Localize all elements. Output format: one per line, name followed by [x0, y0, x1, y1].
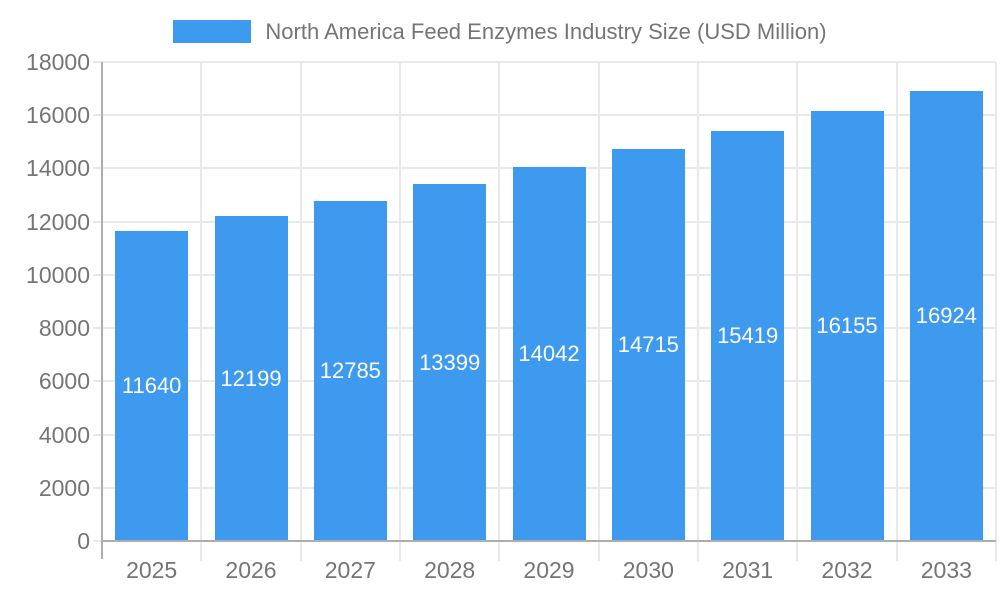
y-axis-tick-label: 6000: [38, 368, 90, 395]
x-axis-tick: [597, 541, 600, 561]
x-gridline: [200, 62, 203, 541]
legend[interactable]: North America Feed Enzymes Industry Size…: [0, 19, 1000, 44]
y-axis-tick: [93, 327, 102, 330]
x-axis-tick: [895, 541, 898, 561]
x-axis-tick: [200, 541, 203, 561]
y-axis-tick-label: 14000: [26, 155, 90, 182]
y-axis-tick-label: 16000: [26, 102, 90, 129]
x-axis-tick: [299, 541, 302, 561]
y-axis-tick-label: 10000: [26, 261, 90, 288]
x-axis-line: [101, 540, 996, 542]
x-gridline: [299, 62, 302, 541]
bar-value-label: 11640: [121, 373, 182, 399]
bar-value-label: 16155: [816, 313, 878, 339]
bar-2025[interactable]: [115, 231, 189, 541]
bar-2031[interactable]: [711, 130, 785, 541]
bar-value-label: 15419: [717, 322, 779, 348]
x-gridline: [697, 62, 699, 541]
x-gridline: [995, 62, 997, 541]
bar-value-label: 14715: [617, 332, 679, 358]
x-axis-tick: [796, 541, 799, 561]
x-gridline: [796, 62, 799, 541]
x-gridline: [399, 62, 401, 541]
bar-2028[interactable]: [413, 184, 487, 541]
x-axis-tick-label: 2026: [225, 557, 277, 583]
bar-value-label: 12199: [220, 365, 282, 391]
x-axis-tick: [399, 541, 401, 561]
x-gridline: [895, 62, 898, 541]
y-axis-tick-label: 2000: [38, 474, 90, 501]
y-axis-tick: [93, 540, 102, 542]
y-axis-tick-label: 12000: [26, 208, 90, 235]
y-axis-tick: [93, 433, 102, 436]
y-axis-tick: [93, 273, 102, 276]
x-axis-tick-label: 2030: [622, 557, 674, 583]
legend-label: North America Feed Enzymes Industry Size…: [265, 18, 827, 44]
bar-2029[interactable]: [512, 167, 586, 541]
y-axis-tick-label: 18000: [26, 49, 90, 75]
x-axis-tick: [995, 541, 997, 561]
y-axis-tick: [93, 220, 102, 223]
x-axis-tick-label: 2031: [722, 557, 774, 583]
bar-value-label: 16924: [915, 302, 977, 328]
x-axis-tick: [697, 541, 699, 561]
bar-2033[interactable]: [909, 90, 983, 541]
bar-2027[interactable]: [313, 200, 387, 541]
x-axis-tick-label: 2027: [324, 557, 376, 583]
bar-2026[interactable]: [214, 216, 288, 541]
x-axis-tick-label: 2025: [126, 557, 178, 583]
y-axis-tick: [93, 486, 102, 489]
y-axis-tick: [93, 114, 102, 117]
y-axis-tick: [93, 167, 102, 170]
y-axis-line: [101, 62, 103, 559]
bar-value-label: 12785: [319, 357, 381, 383]
x-axis-tick: [498, 541, 501, 561]
x-axis-tick-label: 2033: [920, 557, 972, 583]
x-axis-tick-label: 2029: [523, 557, 575, 583]
y-axis-tick-label: 4000: [38, 421, 90, 448]
bar-2032[interactable]: [810, 111, 884, 541]
y-axis-tick: [93, 61, 102, 63]
y-axis-tick-label: 0: [77, 528, 90, 554]
x-gridline: [498, 62, 501, 541]
y-axis-tick: [93, 380, 102, 383]
x-gridline: [597, 62, 600, 541]
x-axis-tick-label: 2032: [821, 557, 873, 583]
y-gridline: [102, 114, 996, 117]
y-gridline: [102, 61, 996, 63]
legend-swatch: [173, 20, 252, 43]
y-axis-tick-label: 8000: [38, 315, 90, 342]
bar-value-label: 13399: [419, 349, 481, 375]
bar-2030[interactable]: [611, 149, 685, 541]
bar-value-label: 14042: [518, 341, 580, 367]
x-axis-tick-label: 2028: [424, 557, 476, 583]
